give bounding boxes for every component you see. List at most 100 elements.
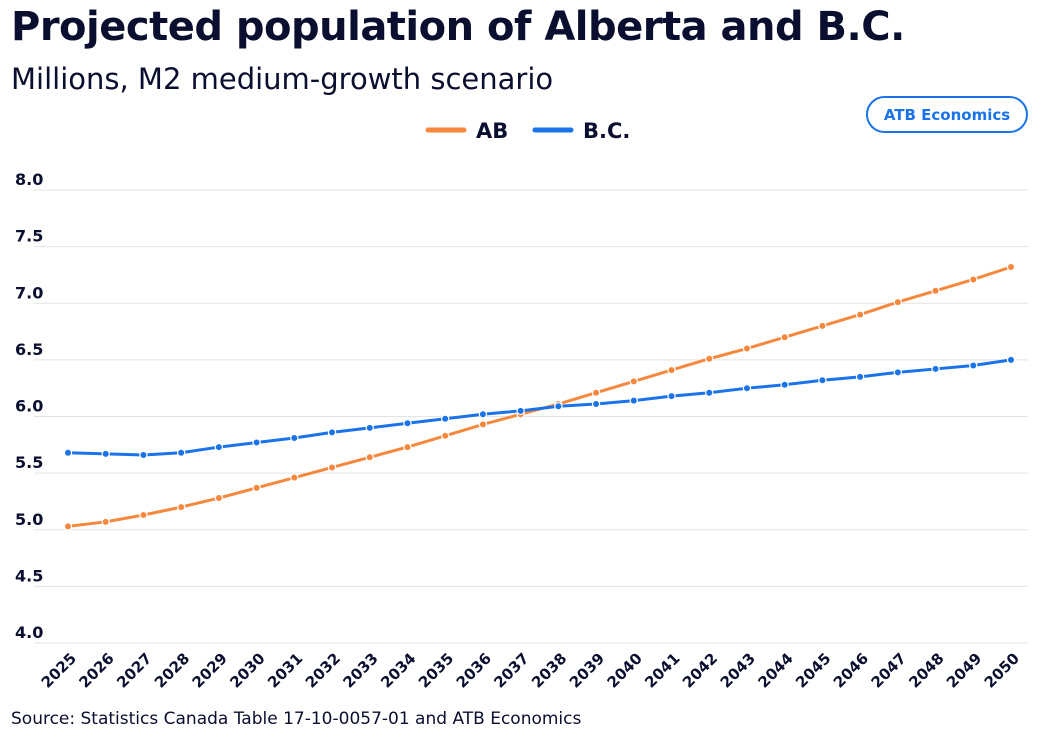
x-tick-label: 2029: [189, 649, 231, 691]
x-tick-label: 2047: [868, 649, 910, 691]
x-tick-label: 2045: [792, 649, 834, 691]
series-lines: [66, 265, 1013, 528]
chart-title: Projected population of Alberta and B.C.: [11, 4, 905, 50]
data-point-bc: [101, 449, 110, 459]
data-point-ab: [478, 420, 488, 429]
y-tick-label: 6.0: [15, 397, 43, 416]
legend-label-ab: AB: [476, 119, 508, 143]
x-tick-label: 2048: [905, 649, 947, 691]
x-tick-label: 2025: [38, 649, 80, 691]
data-point-bc: [214, 442, 224, 452]
data-point-ab: [591, 388, 601, 397]
x-tick-label: 2039: [566, 649, 608, 691]
data-point-ab: [176, 502, 186, 512]
data-point-ab: [403, 442, 412, 452]
data-point-ab: [780, 333, 789, 342]
x-axis-ticks: 2025202620272028202920302031203220332034…: [38, 649, 1023, 691]
x-tick-label: 2028: [151, 649, 193, 691]
x-tick-label: 2026: [75, 649, 117, 691]
data-point-bc: [478, 410, 488, 419]
data-point-ab: [931, 286, 940, 295]
data-point-ab: [290, 473, 299, 482]
legend-label-bc: B.C.: [583, 119, 630, 143]
x-tick-label: 2033: [340, 649, 382, 691]
x-tick-label: 2050: [981, 649, 1023, 691]
data-point-ab: [101, 517, 110, 527]
y-tick-label: 5.0: [15, 510, 43, 529]
x-tick-label: 2040: [604, 649, 646, 691]
data-point-ab: [855, 310, 865, 319]
x-tick-label: 2038: [528, 649, 570, 691]
data-point-bc: [441, 414, 450, 423]
data-point-bc: [516, 406, 525, 416]
data-point-bc: [818, 376, 827, 385]
data-point-ab: [969, 275, 978, 284]
x-tick-label: 2043: [717, 649, 759, 691]
y-tick-label: 5.5: [15, 453, 43, 472]
y-tick-label: 4.0: [15, 623, 43, 642]
data-point-bc: [893, 368, 903, 377]
data-point-bc: [1006, 355, 1016, 365]
x-tick-label: 2042: [679, 649, 721, 691]
data-point-bc: [591, 399, 601, 409]
y-axis-ticks: 4.0 4.5 5.0 5.5 6.0 6.5 7.0 7.5 8.0: [15, 170, 43, 642]
atb-economics-badge: ATB Economics: [866, 96, 1028, 133]
x-tick-label: 2036: [453, 649, 495, 691]
data-point-ab: [327, 463, 337, 472]
data-point-ab: [139, 510, 148, 520]
data-point-ab: [63, 522, 73, 531]
y-tick-label: 4.5: [15, 566, 43, 585]
gridlines: [34, 189, 1028, 644]
data-point-ab: [893, 297, 903, 307]
x-tick-label: 2037: [490, 649, 532, 691]
series-line-bc: [66, 358, 1013, 457]
data-point-bc: [252, 438, 261, 447]
data-point-ab: [629, 377, 639, 386]
series-points: [63, 262, 1016, 531]
data-point-ab: [705, 354, 714, 363]
x-tick-label: 2044: [754, 649, 796, 691]
data-point-ab: [667, 365, 676, 375]
x-tick-label: 2034: [377, 649, 419, 691]
data-point-bc: [667, 391, 676, 401]
data-point-bc: [327, 428, 337, 437]
x-tick-label: 2027: [113, 649, 155, 691]
data-point-ab: [1006, 262, 1016, 272]
data-point-ab: [214, 493, 224, 503]
data-point-ab: [818, 321, 827, 331]
x-tick-label: 2049: [943, 649, 985, 691]
data-point-bc: [742, 383, 752, 393]
data-point-bc: [554, 402, 563, 411]
x-tick-label: 2030: [226, 649, 268, 691]
x-tick-label: 2032: [302, 649, 344, 691]
y-tick-label: 8.0: [15, 170, 43, 189]
data-point-bc: [290, 433, 299, 443]
data-point-bc: [139, 450, 148, 460]
data-point-bc: [931, 364, 940, 374]
chart-subtitle: Millions, M2 medium-growth scenario: [11, 62, 554, 96]
data-point-bc: [855, 372, 865, 382]
y-tick-label: 7.5: [15, 227, 43, 246]
data-point-bc: [403, 419, 412, 428]
source-note: Source: Statistics Canada Table 17-10-00…: [11, 709, 582, 729]
data-point-ab: [742, 344, 752, 353]
data-point-ab: [252, 483, 261, 493]
data-point-bc: [780, 380, 789, 389]
legend: AB B.C.: [425, 119, 630, 143]
data-point-bc: [969, 361, 978, 370]
data-point-bc: [705, 388, 714, 397]
y-tick-label: 6.5: [15, 340, 43, 359]
data-point-bc: [629, 396, 639, 405]
series-line-ab: [66, 265, 1013, 528]
x-tick-label: 2035: [415, 649, 457, 691]
line-chart: 4.0 4.5 5.0 5.5 6.0 6.5 7.0 7.5 8.0 202520262027…: [15, 119, 1028, 692]
data-point-ab: [365, 453, 374, 462]
data-point-ab: [441, 431, 450, 440]
y-tick-label: 7.0: [15, 283, 43, 302]
data-point-bc: [63, 448, 73, 457]
data-point-bc: [176, 448, 186, 457]
data-point-bc: [365, 423, 374, 433]
x-tick-label: 2041: [641, 649, 683, 691]
x-tick-label: 2046: [830, 649, 872, 691]
x-tick-label: 2031: [264, 649, 306, 691]
